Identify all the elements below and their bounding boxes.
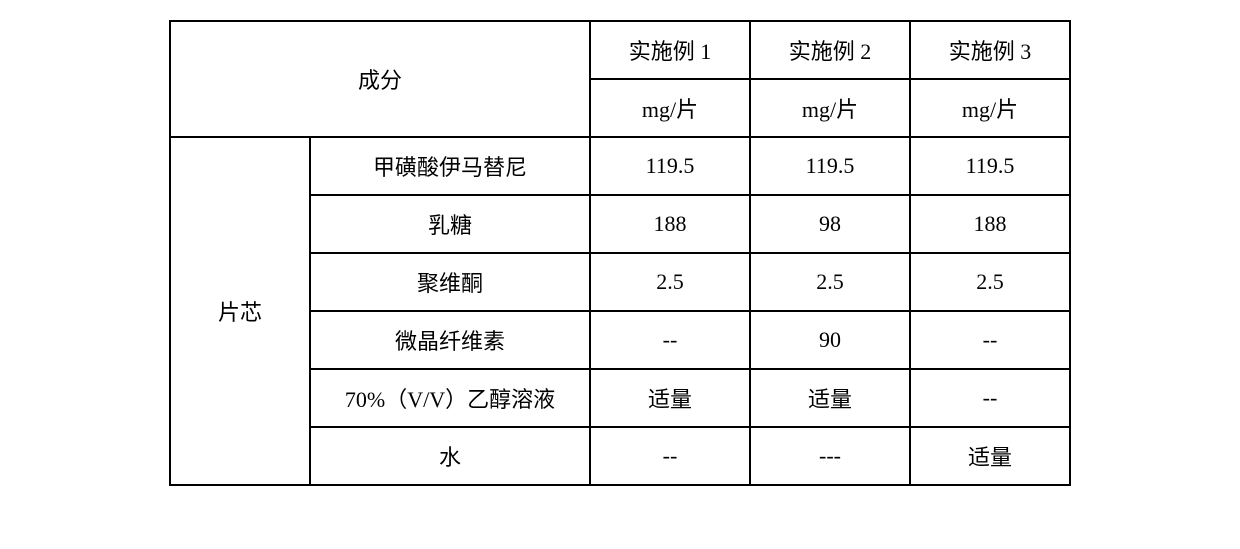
cell-value: --: [590, 427, 750, 485]
header-unit-1: mg/片: [590, 79, 750, 137]
table-row: 片芯 甲磺酸伊马替尼 119.5 119.5 119.5: [170, 137, 1070, 195]
cell-value: 2.5: [750, 253, 910, 311]
cell-value: 适量: [750, 369, 910, 427]
cell-value: --: [910, 369, 1070, 427]
header-ingredient: 成分: [170, 21, 590, 137]
cell-value: 90: [750, 311, 910, 369]
cell-value: 119.5: [590, 137, 750, 195]
ingredient-name: 聚维酮: [310, 253, 590, 311]
header-unit-2: mg/片: [750, 79, 910, 137]
cell-value: 2.5: [590, 253, 750, 311]
cell-value: 98: [750, 195, 910, 253]
header-unit-3: mg/片: [910, 79, 1070, 137]
ingredient-name: 水: [310, 427, 590, 485]
formulation-table: 成分 实施例 1 实施例 2 实施例 3 mg/片 mg/片 mg/片 片芯 甲…: [169, 20, 1071, 486]
cell-value: 适量: [590, 369, 750, 427]
header-example-1: 实施例 1: [590, 21, 750, 79]
cell-value: 适量: [910, 427, 1070, 485]
cell-value: 188: [910, 195, 1070, 253]
ingredient-name: 乳糖: [310, 195, 590, 253]
cell-value: 188: [590, 195, 750, 253]
ingredient-name: 70%（V/V）乙醇溶液: [310, 369, 590, 427]
cell-value: --: [910, 311, 1070, 369]
cell-value: 2.5: [910, 253, 1070, 311]
group-label: 片芯: [170, 137, 310, 485]
header-row-1: 成分 实施例 1 实施例 2 实施例 3: [170, 21, 1070, 79]
cell-value: 119.5: [910, 137, 1070, 195]
cell-value: 119.5: [750, 137, 910, 195]
cell-value: --: [590, 311, 750, 369]
ingredient-name: 微晶纤维素: [310, 311, 590, 369]
cell-value: ---: [750, 427, 910, 485]
ingredient-name: 甲磺酸伊马替尼: [310, 137, 590, 195]
header-example-2: 实施例 2: [750, 21, 910, 79]
header-example-3: 实施例 3: [910, 21, 1070, 79]
